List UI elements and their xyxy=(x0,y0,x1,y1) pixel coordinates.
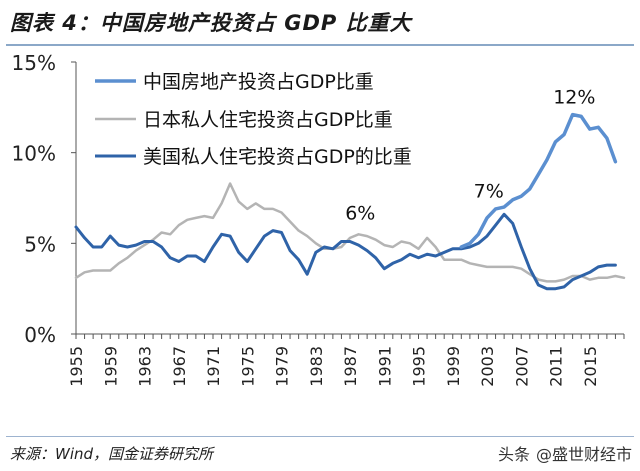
x-tick-label: 1999 xyxy=(444,346,463,387)
y-tick-label: 15% xyxy=(12,51,56,75)
figure-header: 图表 4：中国房地产投资占 GDP 比重大 xyxy=(0,0,640,44)
y-tick-label: 10% xyxy=(12,142,56,166)
legend-label-japan: 日本私人住宅投资占GDP比重 xyxy=(143,109,393,131)
series-line-usa xyxy=(74,212,617,291)
y-tick-label: 0% xyxy=(24,323,56,347)
annotation-label: 6% xyxy=(345,202,375,224)
x-tick-label: 1963 xyxy=(136,346,155,387)
figure-title: 图表 4：中国房地产投资占 GDP 比重大 xyxy=(10,11,412,35)
legend-label-china: 中国房地产投资占GDP比重 xyxy=(143,71,374,93)
y-tick-label: 5% xyxy=(24,232,56,256)
series-line-japan xyxy=(74,182,626,283)
series-line-china xyxy=(459,112,618,249)
annotation-label: 12% xyxy=(553,86,595,108)
footer-divider xyxy=(6,436,634,437)
x-tick-label: 2003 xyxy=(478,346,497,387)
x-tick-label: 1983 xyxy=(307,346,326,387)
legend-label-usa: 美国私人住宅投资占GDP的比重 xyxy=(143,146,412,168)
x-tick-label: 1979 xyxy=(273,346,292,387)
watermark: 头条 @盛世财经市 xyxy=(497,439,632,467)
x-tick-label: 1987 xyxy=(341,346,360,387)
x-tick-label: 2015 xyxy=(581,346,600,387)
x-tick-label: 1959 xyxy=(101,346,120,387)
x-tick-label: 1955 xyxy=(67,346,86,387)
x-tick-label: 2011 xyxy=(547,346,566,387)
header-divider xyxy=(6,44,634,46)
x-tick-label: 1967 xyxy=(170,346,189,387)
x-tick-label: 1971 xyxy=(204,346,223,387)
x-tick-label: 2007 xyxy=(512,346,531,387)
watermark-prefix: 头条 xyxy=(497,445,530,464)
watermark-handle: @盛世财经市 xyxy=(535,445,632,464)
x-tick-label: 1991 xyxy=(375,346,394,387)
annotation-label: 7% xyxy=(474,181,504,203)
x-tick-label: 1975 xyxy=(238,346,257,387)
line-chart: 0% 5% 10% 15% 1955 1959 1963 1967 1971 1975 1979 19… xyxy=(12,51,626,387)
x-tick-label: 1995 xyxy=(410,346,429,387)
source-note: 来源：Wind，国金证券研究所 xyxy=(10,445,214,463)
